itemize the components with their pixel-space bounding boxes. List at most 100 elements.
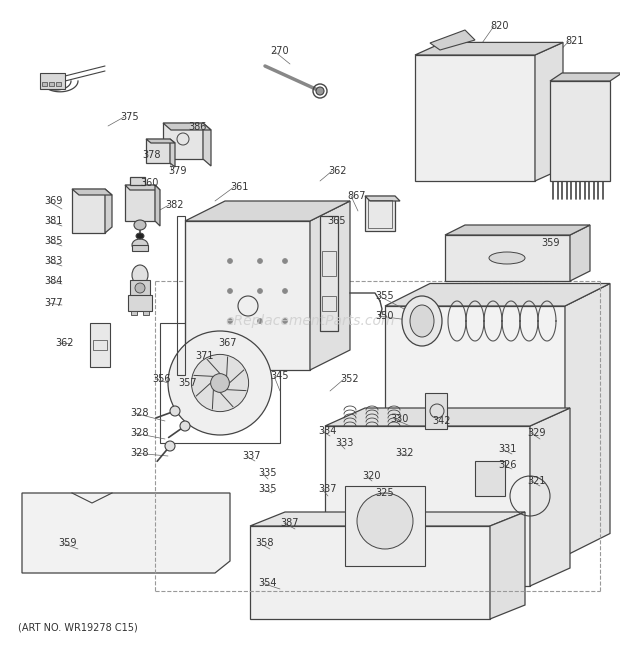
Text: 345: 345 <box>270 371 288 381</box>
Text: 820: 820 <box>490 21 508 31</box>
Text: 331: 331 <box>498 444 516 454</box>
Polygon shape <box>250 526 490 619</box>
Ellipse shape <box>211 373 229 393</box>
Polygon shape <box>325 426 530 586</box>
Ellipse shape <box>257 319 262 323</box>
Ellipse shape <box>170 406 180 416</box>
Bar <box>93 340 107 350</box>
Polygon shape <box>22 493 230 573</box>
Ellipse shape <box>136 233 144 239</box>
Polygon shape <box>203 123 211 166</box>
Polygon shape <box>430 30 475 50</box>
Polygon shape <box>570 225 590 281</box>
Text: 383: 383 <box>44 256 63 266</box>
Polygon shape <box>72 189 112 195</box>
Text: 342: 342 <box>432 416 451 426</box>
Bar <box>42 82 47 86</box>
Bar <box>56 82 61 86</box>
Text: 387: 387 <box>280 518 298 528</box>
Bar <box>143 311 149 315</box>
Text: 335: 335 <box>258 484 277 494</box>
Polygon shape <box>185 201 350 221</box>
Polygon shape <box>445 235 570 281</box>
Text: 385: 385 <box>44 236 63 246</box>
Polygon shape <box>125 185 155 221</box>
Text: 328: 328 <box>130 408 149 418</box>
Text: 358: 358 <box>255 538 273 548</box>
Polygon shape <box>415 42 563 55</box>
Ellipse shape <box>410 305 434 337</box>
Text: 270: 270 <box>270 46 289 56</box>
Text: 378: 378 <box>142 150 161 160</box>
Polygon shape <box>125 185 160 190</box>
Text: 333: 333 <box>335 438 353 448</box>
Polygon shape <box>146 139 175 143</box>
Text: 384: 384 <box>44 276 63 286</box>
Text: 377: 377 <box>44 298 63 308</box>
Ellipse shape <box>135 283 145 293</box>
Text: 362: 362 <box>328 166 347 176</box>
Text: 328: 328 <box>130 428 149 438</box>
Polygon shape <box>155 185 160 226</box>
Text: 332: 332 <box>395 448 414 458</box>
Ellipse shape <box>257 258 262 264</box>
Polygon shape <box>325 408 570 426</box>
Text: 359: 359 <box>541 238 559 248</box>
Text: 362: 362 <box>55 338 74 348</box>
Text: 379: 379 <box>168 166 187 176</box>
Polygon shape <box>90 323 110 367</box>
Ellipse shape <box>180 421 190 431</box>
Polygon shape <box>72 189 105 233</box>
Text: 361: 361 <box>230 182 249 192</box>
Ellipse shape <box>283 258 288 264</box>
Text: 369: 369 <box>44 196 63 206</box>
Ellipse shape <box>489 252 525 264</box>
Text: 337: 337 <box>318 484 337 494</box>
Bar <box>345 486 425 566</box>
Polygon shape <box>130 280 150 296</box>
Ellipse shape <box>132 239 148 251</box>
Text: 354: 354 <box>258 578 277 588</box>
Polygon shape <box>475 461 505 496</box>
Bar <box>132 245 148 251</box>
Text: 371: 371 <box>195 351 213 361</box>
Polygon shape <box>320 216 338 331</box>
Text: 330: 330 <box>390 414 409 424</box>
Ellipse shape <box>257 288 262 293</box>
Text: 320: 320 <box>362 471 381 481</box>
Text: 321: 321 <box>527 476 546 486</box>
Text: 360: 360 <box>140 178 158 188</box>
Polygon shape <box>415 55 535 181</box>
Ellipse shape <box>402 296 442 346</box>
Polygon shape <box>128 295 152 311</box>
Polygon shape <box>565 284 610 556</box>
Text: 337: 337 <box>242 451 260 461</box>
Text: 359: 359 <box>58 538 76 548</box>
Bar <box>322 251 336 276</box>
Ellipse shape <box>168 331 272 435</box>
Ellipse shape <box>192 354 249 412</box>
Polygon shape <box>250 512 525 526</box>
Ellipse shape <box>283 319 288 323</box>
Polygon shape <box>365 196 395 231</box>
Polygon shape <box>146 139 170 163</box>
Ellipse shape <box>228 319 232 323</box>
Bar <box>49 82 54 86</box>
Ellipse shape <box>134 220 146 230</box>
Polygon shape <box>365 196 400 201</box>
Text: (ART NO. WR19278 C15): (ART NO. WR19278 C15) <box>18 623 138 633</box>
Polygon shape <box>530 408 570 586</box>
Polygon shape <box>170 139 175 167</box>
Bar <box>322 296 336 311</box>
Text: 867: 867 <box>347 191 366 201</box>
Text: 821: 821 <box>565 36 583 46</box>
Polygon shape <box>550 81 610 181</box>
Polygon shape <box>185 221 310 370</box>
Text: 356: 356 <box>152 374 171 384</box>
Ellipse shape <box>228 288 232 293</box>
Ellipse shape <box>283 288 288 293</box>
Text: 375: 375 <box>120 112 139 122</box>
Polygon shape <box>385 306 565 556</box>
Polygon shape <box>163 123 203 159</box>
Polygon shape <box>550 73 620 81</box>
